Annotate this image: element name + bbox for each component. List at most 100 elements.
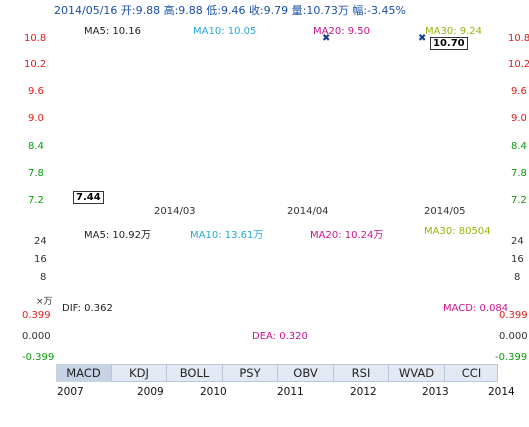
volume-bar xyxy=(399,292,404,303)
macd-ytick-right: -0.399 xyxy=(495,352,528,363)
volume-bar xyxy=(204,284,209,303)
volume-bar xyxy=(458,275,463,303)
candle-body xyxy=(322,123,327,131)
price-ytick-right: 9.6 xyxy=(511,86,527,97)
tab-wvad[interactable]: WVAD xyxy=(389,364,445,382)
candle-body xyxy=(487,61,492,71)
volume-bar xyxy=(222,281,227,303)
price-ytick: 10.8 xyxy=(24,33,47,44)
candle-body xyxy=(340,112,345,116)
timeline-year: 2012 xyxy=(350,386,377,398)
candle-body xyxy=(434,76,439,91)
volume-bar xyxy=(198,294,203,303)
ma-line xyxy=(58,275,496,288)
candle-body xyxy=(92,139,97,144)
candle-body xyxy=(186,121,191,139)
volume-bar xyxy=(470,254,474,303)
vol-unit: ×万 xyxy=(36,297,53,307)
candle-body xyxy=(346,113,351,115)
candle-body xyxy=(163,118,168,127)
candle-body xyxy=(298,140,303,146)
vol-ytick-right: 24 xyxy=(511,236,524,247)
volume-bar xyxy=(352,288,356,303)
candle-body xyxy=(151,110,156,119)
price-ytick-right: 7.2 xyxy=(511,195,527,206)
candle-body xyxy=(328,118,333,125)
timeline-year: 2011 xyxy=(277,386,304,398)
tab-cci[interactable]: CCI xyxy=(461,366,482,380)
ma30-legend: MA30: 9.24 xyxy=(425,26,483,37)
candle-body xyxy=(68,165,73,179)
volume-bar xyxy=(110,281,115,303)
tab-psy[interactable]: PSY xyxy=(223,364,278,382)
candle-body xyxy=(470,51,474,58)
volume-bar xyxy=(92,287,97,303)
volume-bar xyxy=(98,273,103,303)
volume-bar xyxy=(133,291,138,303)
tab-macd[interactable]: MACD xyxy=(56,364,112,382)
candle-body xyxy=(287,126,292,142)
candle-body xyxy=(475,49,480,57)
volume-bar xyxy=(346,286,351,303)
volume-bar xyxy=(387,294,392,303)
volume-bar xyxy=(452,284,457,303)
candle-body xyxy=(399,101,404,111)
volume-bar xyxy=(139,284,144,303)
candle-body xyxy=(452,58,457,66)
volume-bar xyxy=(310,274,315,303)
volume-bar xyxy=(216,294,221,303)
candle-body xyxy=(440,71,445,76)
tab-kdj[interactable]: KDJ xyxy=(112,364,167,382)
volume-ma-lines xyxy=(58,261,496,293)
price-ytick-right: 7.8 xyxy=(511,168,527,179)
candle-body xyxy=(263,104,268,115)
date-tick: 2014/04 xyxy=(287,206,329,217)
volume-bar xyxy=(257,273,262,303)
candle-body xyxy=(369,113,374,121)
timeline-year: 2007 xyxy=(57,386,84,398)
candle-body xyxy=(180,117,185,126)
vol-ma5-legend: MA5: 10.92万 xyxy=(84,230,152,241)
volume-bar xyxy=(151,289,156,303)
volume-bar xyxy=(405,287,410,303)
price-ytick: 9.6 xyxy=(28,86,44,97)
tab-rsi[interactable]: RSI xyxy=(334,364,389,382)
volume-grid xyxy=(56,242,505,280)
candle-body xyxy=(363,106,368,117)
candle-body xyxy=(57,188,61,196)
volume-bar xyxy=(487,263,492,303)
volume-bar xyxy=(163,282,168,303)
event-marker-icon[interactable]: ✖ xyxy=(322,33,331,44)
candle-body xyxy=(458,57,463,59)
candle-body xyxy=(157,112,162,121)
candle-body xyxy=(352,113,356,115)
candle-body xyxy=(116,124,120,132)
event-marker-icon[interactable]: ✖ xyxy=(418,33,427,44)
candle-body xyxy=(110,129,115,131)
volume-bar xyxy=(357,274,362,303)
timeline-handle-left[interactable] xyxy=(475,392,488,415)
candle-body xyxy=(411,104,415,122)
ma-line xyxy=(58,55,496,190)
volume-bar xyxy=(411,293,415,303)
candle-body xyxy=(416,122,421,137)
candle-body xyxy=(222,138,227,149)
price-ytick: 7.8 xyxy=(28,168,44,179)
timeline-sparkline xyxy=(55,399,505,416)
candle-body xyxy=(104,129,109,131)
candle-body xyxy=(375,103,380,123)
candle-body xyxy=(422,126,427,137)
price-ytick: 7.2 xyxy=(28,195,44,206)
volume-bar xyxy=(434,284,439,303)
min-price-label: 7.44 xyxy=(73,191,104,204)
candle-body xyxy=(192,138,197,142)
timeline-year: 2013 xyxy=(422,386,449,398)
volume-bar xyxy=(57,275,61,303)
tab-boll[interactable]: BOLL xyxy=(167,364,223,382)
candle-body xyxy=(387,109,392,115)
candle-body xyxy=(127,113,132,122)
candle-body xyxy=(234,123,238,131)
volume-bar xyxy=(475,268,480,303)
tab-obv[interactable]: OBV xyxy=(278,364,334,382)
dea-legend: DEA: 0.320 xyxy=(252,331,308,342)
